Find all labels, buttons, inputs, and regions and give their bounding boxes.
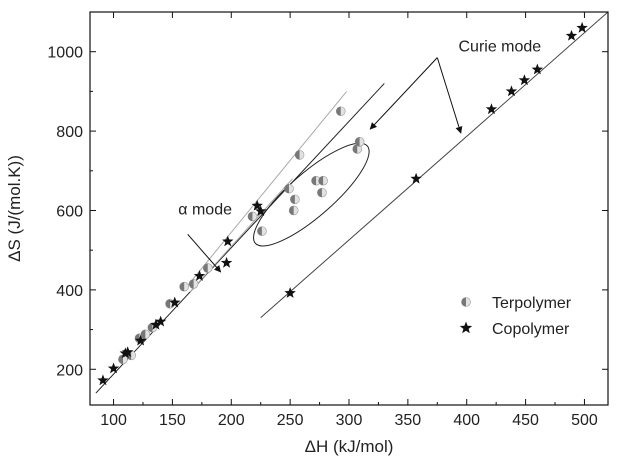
y-tick-label: 1000 bbox=[47, 45, 83, 62]
x-axis-title: ΔH (kJ/mol) bbox=[305, 437, 394, 456]
marker-dark-half bbox=[147, 323, 153, 333]
annotation-arrow bbox=[369, 57, 438, 130]
marker-dark-half bbox=[461, 297, 466, 307]
marker-dark-half bbox=[118, 354, 123, 364]
marker-dark-half bbox=[140, 329, 146, 339]
marker-dark-half bbox=[352, 144, 358, 154]
terpolymer-point bbox=[335, 106, 346, 117]
marker-dark-half bbox=[311, 176, 317, 186]
marker-dark-half bbox=[203, 263, 208, 273]
x-tick-label: 350 bbox=[395, 412, 422, 429]
curie-mode-ellipse bbox=[253, 142, 370, 247]
marker-dark-half bbox=[355, 137, 360, 147]
plot-area bbox=[95, 12, 608, 394]
terpolymer-point bbox=[294, 150, 305, 160]
legend-label-copolymer: Copolymer bbox=[492, 321, 570, 338]
annotations: Curie mode α mode bbox=[178, 39, 541, 273]
copolymer-point bbox=[169, 296, 181, 308]
terpolymer-point bbox=[288, 205, 299, 216]
marker-dark-half bbox=[189, 279, 194, 289]
marker-dark-half bbox=[257, 226, 262, 236]
terpolymer-point bbox=[354, 137, 365, 147]
y-axis-title: ΔS (J/(mol.K)) bbox=[5, 155, 24, 262]
copolymer-point bbox=[150, 318, 162, 330]
copolymer-point bbox=[134, 334, 147, 346]
x-tick-label: 100 bbox=[100, 412, 127, 429]
fit-line-1 bbox=[95, 83, 385, 394]
marker-dark-half bbox=[284, 184, 289, 194]
x-tick-label: 150 bbox=[159, 412, 186, 429]
marker-dark-half bbox=[317, 188, 322, 198]
curie-mode-label: Curie mode bbox=[458, 39, 541, 56]
copolymer-point bbox=[505, 85, 518, 97]
alpha-mode-label: α mode bbox=[178, 201, 232, 218]
marker-dark-half bbox=[247, 211, 253, 221]
copolymer-point bbox=[220, 256, 233, 268]
legend: Terpolymer Copolymer bbox=[459, 295, 572, 338]
copolymer-point bbox=[565, 29, 578, 41]
marker-dark-half bbox=[318, 176, 324, 186]
legend-label-terpolymer: Terpolymer bbox=[492, 295, 572, 312]
terpolymer-point bbox=[311, 175, 321, 186]
terpolymer-point bbox=[352, 144, 363, 154]
terpolymer-point bbox=[257, 226, 267, 236]
copolymer-point bbox=[410, 172, 422, 184]
marker-dark-half bbox=[165, 299, 171, 309]
copolymer-point bbox=[251, 199, 263, 211]
x-tick-label: 300 bbox=[336, 412, 363, 429]
marker-dark-half bbox=[290, 194, 295, 204]
marker-dark-half bbox=[289, 205, 294, 215]
x-tick-label: 400 bbox=[453, 412, 480, 429]
fit-line-2 bbox=[183, 91, 348, 291]
copolymer-point bbox=[121, 346, 134, 358]
marker-dark-half bbox=[179, 282, 185, 292]
copolymer-point bbox=[193, 269, 206, 281]
terpolymer-point bbox=[317, 187, 327, 198]
terpolymer-point bbox=[179, 281, 189, 292]
plot-frame bbox=[89, 11, 609, 406]
y-tick-label: 400 bbox=[56, 283, 83, 300]
copolymer-point bbox=[485, 103, 498, 115]
legend-copolymer-marker bbox=[459, 321, 473, 334]
x-tick-label: 450 bbox=[512, 412, 539, 429]
copolymer-point bbox=[531, 63, 544, 75]
copolymer-point bbox=[284, 287, 296, 298]
annotation-arrow bbox=[187, 233, 222, 273]
series-copolymer bbox=[97, 21, 588, 386]
fit-line-3 bbox=[189, 178, 293, 293]
copolymer-point bbox=[255, 205, 267, 217]
terpolymer-point bbox=[284, 183, 294, 194]
terpolymer-point bbox=[140, 329, 151, 340]
axes: 100 150 200 250 300 350 400 450 500 200 400 600 800 1… bbox=[5, 11, 609, 456]
marker-dark-half bbox=[336, 106, 341, 116]
copolymer-point bbox=[97, 374, 109, 386]
copolymer-point bbox=[222, 235, 234, 247]
terpolymer-point bbox=[290, 194, 300, 205]
copolymer-point bbox=[107, 362, 120, 374]
copolymer-point bbox=[518, 74, 531, 86]
x-tick-label: 250 bbox=[277, 412, 304, 429]
terpolymer-point bbox=[318, 175, 328, 186]
annotation-arrow bbox=[436, 57, 463, 134]
copolymer-point bbox=[154, 315, 167, 327]
terpolymer-point bbox=[247, 211, 258, 222]
fit-line-4 bbox=[260, 12, 608, 319]
marker-dark-half bbox=[295, 150, 300, 160]
copolymer-point bbox=[576, 21, 588, 33]
terpolymer-point bbox=[188, 279, 199, 289]
x-tick-label: 500 bbox=[571, 412, 598, 429]
x-tick-label: 200 bbox=[218, 412, 245, 429]
terpolymer-point bbox=[202, 263, 213, 273]
legend-terpolymer-marker bbox=[461, 297, 471, 307]
y-tick-label: 200 bbox=[56, 362, 83, 379]
y-tick-label: 600 bbox=[56, 203, 83, 220]
y-tick-label: 800 bbox=[56, 124, 83, 141]
terpolymer-point bbox=[118, 354, 128, 365]
